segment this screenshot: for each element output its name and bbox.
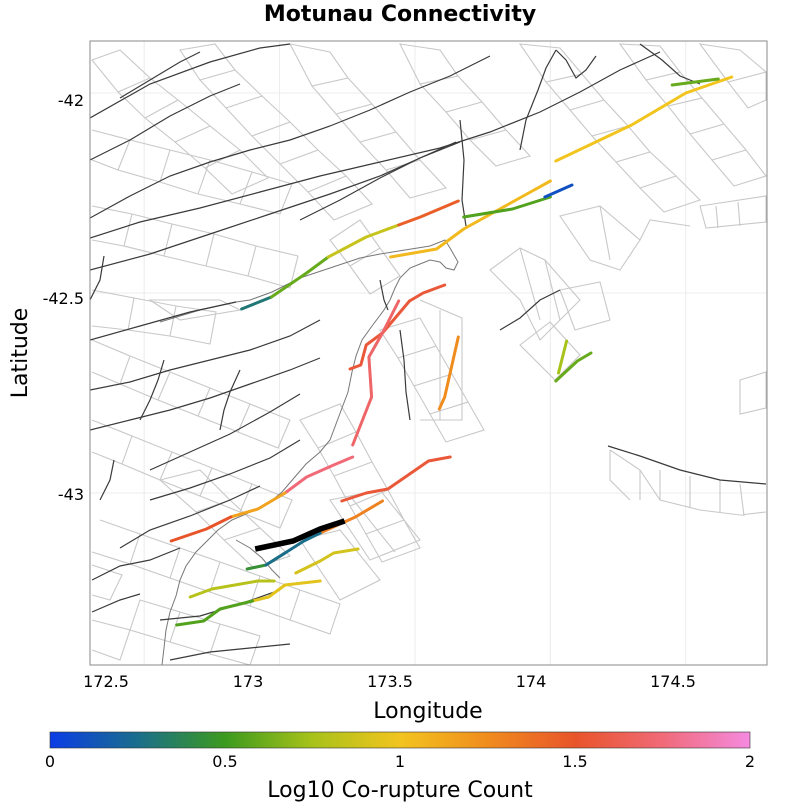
co-rupture-trace xyxy=(240,295,273,311)
co-rupture-trace xyxy=(543,183,574,199)
co-rupture-trace xyxy=(169,515,233,543)
co-rupture-trace xyxy=(670,77,720,87)
co-rupture-trace xyxy=(554,75,734,163)
plot-background xyxy=(90,41,767,665)
x-tick-label: 173.5 xyxy=(367,672,413,691)
co-rupture-trace xyxy=(175,599,254,627)
co-rupture-trace xyxy=(294,547,360,575)
co-rupture-trace xyxy=(269,255,330,299)
x-tick-label: 174 xyxy=(516,672,547,691)
colorbar: 0 0.5 1 1.5 2 Log10 Co-rupture Count xyxy=(45,731,755,803)
colorbar-tick-label: 1 xyxy=(395,752,405,771)
co-rupture-trace xyxy=(408,283,447,303)
co-rupture-trace xyxy=(437,335,460,411)
co-rupture-trace xyxy=(462,195,552,219)
co-rupture-trace xyxy=(351,299,401,447)
colorbar-tick-label: 0.5 xyxy=(212,752,237,771)
co-rupture-trace xyxy=(554,351,593,383)
colorbar-label: Log10 Co-rupture Count xyxy=(267,778,533,803)
colorbar-tick-label: 1.5 xyxy=(562,752,587,771)
x-tick-label: 172.5 xyxy=(83,672,129,691)
source-fault-trace xyxy=(254,518,346,552)
source-fault xyxy=(254,518,346,552)
co-rupture-trace xyxy=(264,531,322,567)
co-rupture-trace xyxy=(229,491,287,519)
rupture-traces xyxy=(169,75,734,627)
coastline xyxy=(159,239,459,665)
plot-area xyxy=(89,40,768,666)
x-tick-label: 174.5 xyxy=(650,672,696,691)
co-rupture-trace xyxy=(326,223,401,259)
co-rupture-trace xyxy=(557,339,569,375)
y-tick-label: -42.5 xyxy=(43,289,84,308)
co-rupture-trace xyxy=(389,179,552,259)
x-axis-label: Longitude xyxy=(373,699,482,724)
co-rupture-trace xyxy=(283,455,355,495)
y-tick-label: -42 xyxy=(58,91,84,110)
colorbar-tick-label: 0 xyxy=(45,752,55,771)
colorbar-gradient xyxy=(49,731,751,749)
co-rupture-trace xyxy=(188,579,276,599)
crustal-fault-traces xyxy=(90,43,767,661)
co-rupture-trace xyxy=(397,199,460,227)
chart-title: Motunau Connectivity xyxy=(263,2,537,27)
x-tick-label: 173 xyxy=(233,672,264,691)
y-axis-ticks: -42 -42.5 -43 xyxy=(43,91,84,504)
co-rupture-trace xyxy=(251,579,322,603)
y-axis-label: Latitude xyxy=(8,308,33,399)
y-tick-label: -43 xyxy=(58,485,84,504)
x-axis-ticks: 172.5 173 173.5 174 174.5 xyxy=(83,672,696,691)
co-rupture-trace xyxy=(348,299,411,371)
co-rupture-trace xyxy=(340,455,452,503)
plot-frame xyxy=(89,40,768,666)
colorbar-tick-label: 2 xyxy=(745,752,755,771)
